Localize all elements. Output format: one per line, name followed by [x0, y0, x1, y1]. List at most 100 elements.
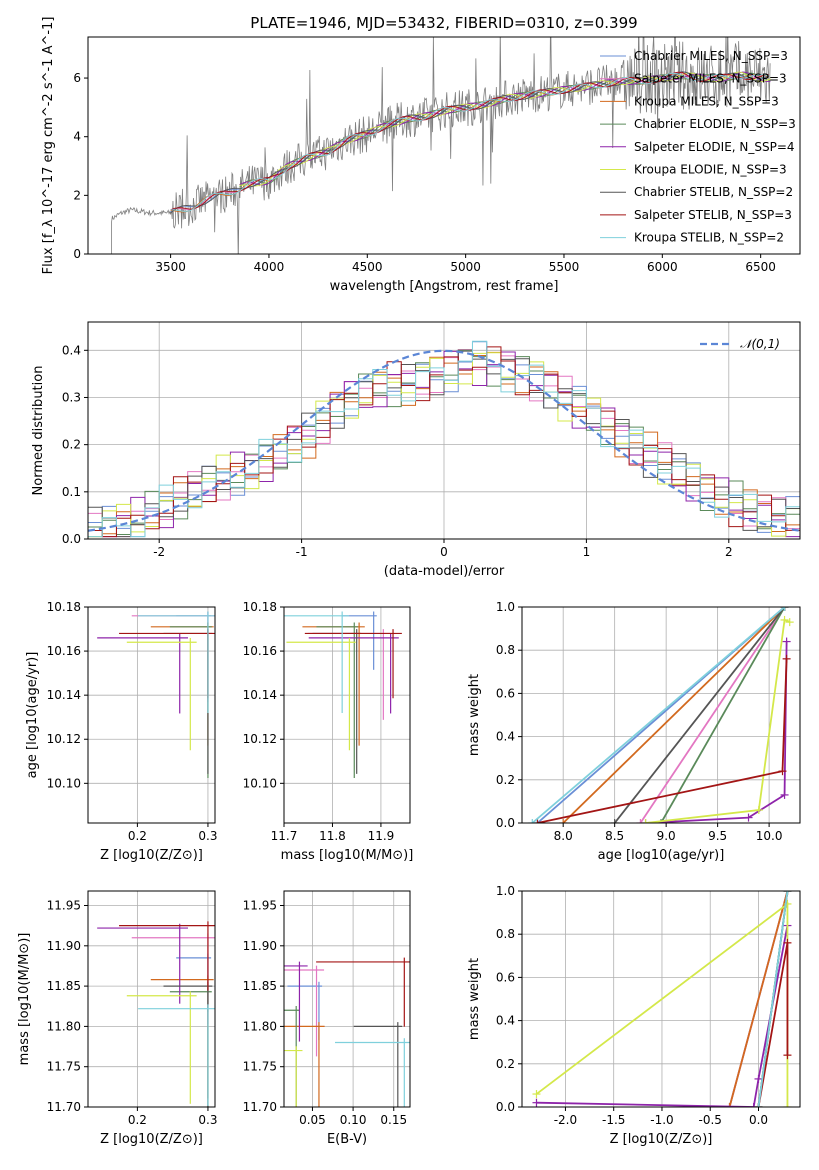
- series-line: [645, 641, 788, 823]
- x-tick-label: 0.3: [198, 1113, 217, 1127]
- x-axis-label: Z [log10(Z/Z⊙)]: [100, 848, 203, 863]
- y-tick-label: 11.90: [243, 939, 277, 953]
- legend-label: Kroupa MILES, N_SSP=3: [634, 94, 779, 108]
- legend-label: Chabrier STELIB, N_SSP=2: [634, 185, 793, 199]
- x-tick-label: 0.2: [128, 1113, 147, 1127]
- y-tick-label: 0.2: [62, 438, 81, 452]
- y-tick-label: 11.75: [47, 1060, 81, 1074]
- x-tick-label: 6500: [745, 260, 776, 274]
- y-tick-label: 10.10: [243, 776, 277, 790]
- x-tick-label: 8.5: [605, 829, 624, 843]
- age-vs-massweight-plot: 8.0 8.5 9.0 9.5 10.0 0.0 0.2 0.4 0.6 0.8 1.0 age [l…: [467, 600, 801, 863]
- plot-area: [97, 921, 215, 1107]
- x-axis-label: (data-model)/error: [384, 564, 505, 579]
- y-tick-label: 4: [73, 130, 81, 144]
- plot-frame: [87, 890, 216, 1108]
- y-tick-label: 10.16: [243, 644, 277, 658]
- x-tick-label: -1: [296, 545, 308, 559]
- legend-label: Kroupa ELODIE, N_SSP=3: [634, 163, 787, 177]
- x-tick-label: 0.15: [380, 1113, 407, 1127]
- y-tick-label: 10.12: [243, 732, 277, 746]
- x-tick-label: -2.0: [554, 1113, 577, 1127]
- plot-area: [111, 37, 771, 254]
- plot-frame: [521, 890, 801, 1108]
- z-vs-massweight-plot: -2.0 -1.5 -1.0 -0.5 0.0 0.0 0.2 0.4 0.6 0.8 1.0 Z […: [467, 884, 801, 1147]
- y-tick-label: 0.0: [496, 1100, 515, 1114]
- y-tick-label: 0.8: [496, 927, 515, 941]
- y-tick-label: 0.2: [496, 1057, 515, 1071]
- x-tick-label: 2: [725, 545, 733, 559]
- y-tick-label: 10.10: [47, 776, 81, 790]
- y-tick-label: 0.4: [62, 343, 81, 357]
- y-tick-label: 0.0: [62, 532, 81, 546]
- x-axis-label: age [log10(age/yr)]: [598, 848, 725, 863]
- x-tick-label: 11.9: [368, 829, 395, 843]
- residuals-plot: -2 -1 0 1 2 0.0 0.1 0.2 0.3 0.4 (data-model)/error…: [31, 321, 801, 579]
- legend-label: Kroupa STELIB, N_SSP=2: [634, 231, 784, 245]
- series-line: [562, 607, 786, 823]
- normal-curve: [88, 349, 800, 532]
- y-tick-label: 1.0: [496, 600, 515, 614]
- y-axis-label: age [log10(age/yr)]: [25, 652, 40, 779]
- ebv-vs-mass-plot: 0.05 0.10 0.15 11.70 11.75 11.80 11.85 11.90 11.…: [243, 890, 411, 1147]
- y-tick-label: 0.3: [62, 390, 81, 404]
- x-tick-label: 0.10: [340, 1113, 367, 1127]
- x-tick-label: 4000: [254, 260, 285, 274]
- y-tick-label: 0.1: [62, 485, 81, 499]
- plot-area: [88, 340, 800, 538]
- legend-label: Salpeter ELODIE, N_SSP=4: [634, 140, 795, 154]
- x-tick-label: 0.3: [198, 829, 217, 843]
- legend-label: Chabrier ELODIE, N_SSP=3: [634, 117, 796, 131]
- histogram-step-line: [88, 350, 800, 538]
- y-tick-label: 10.18: [47, 600, 81, 614]
- y-tick-label: 0.4: [496, 730, 515, 744]
- spectrum-model-line: [170, 71, 769, 211]
- x-tick-label: 0.0: [749, 1113, 768, 1127]
- legend-label: Chabrier MILES, N_SSP=3: [634, 49, 788, 63]
- plot-area: [532, 891, 792, 1107]
- series-line: [531, 607, 786, 823]
- histogram-step-line: [88, 340, 800, 538]
- x-axis-label: mass [log10(M/M⊙)]: [281, 848, 414, 863]
- series-line: [757, 891, 789, 1107]
- legend-label: Salpeter STELIB, N_SSP=3: [634, 208, 792, 222]
- series-line: [757, 942, 789, 1107]
- y-tick-label: 11.70: [243, 1100, 277, 1114]
- y-tick-label: 10.12: [47, 732, 81, 746]
- y-tick-label: 0.0: [496, 816, 515, 830]
- series-line: [645, 618, 791, 823]
- plot-area: [284, 611, 402, 779]
- x-tick-label: 5000: [450, 260, 481, 274]
- y-tick-label: 11.85: [47, 979, 81, 993]
- plot-frame: [87, 321, 801, 540]
- legend-label: 𝒩(0,1): [740, 337, 780, 351]
- y-tick-label: 0.8: [496, 643, 515, 657]
- series-line: [660, 607, 786, 823]
- y-tick-label: 11.75: [243, 1060, 277, 1074]
- y-tick-label: 0: [73, 247, 81, 261]
- plot-area: [97, 611, 215, 779]
- plot-area: [284, 957, 410, 1107]
- x-tick-label: 0: [440, 545, 448, 559]
- x-tick-label: 9.5: [708, 829, 727, 843]
- figure-title: PLATE=1946, MJD=53432, FIBERID=0310, z=0…: [250, 14, 637, 32]
- x-tick-label: 0.05: [299, 1113, 326, 1127]
- y-tick-label: 10.14: [47, 688, 81, 702]
- legend-label: Salpeter MILES, N_SSP=3: [634, 72, 787, 86]
- y-axis-label: mass weight: [467, 674, 482, 756]
- series-line: [537, 658, 788, 823]
- plot-frame: [283, 890, 411, 1108]
- y-tick-label: 0.2: [496, 773, 515, 787]
- x-tick-label: 1: [583, 545, 591, 559]
- x-tick-label: 5500: [549, 260, 580, 274]
- x-tick-label: 0.2: [128, 829, 147, 843]
- y-tick-label: 11.90: [47, 939, 81, 953]
- x-tick-label: 11.7: [271, 829, 298, 843]
- y-axis-label: Flux [f_λ 10^-17 erg cm^-2 s^-1 A^-1]: [41, 17, 56, 275]
- x-tick-label: 6000: [647, 260, 678, 274]
- y-tick-label: 0.6: [496, 686, 515, 700]
- plot-frame: [87, 36, 801, 255]
- plot-frame: [87, 606, 216, 824]
- spectrum-data-line: [111, 37, 771, 254]
